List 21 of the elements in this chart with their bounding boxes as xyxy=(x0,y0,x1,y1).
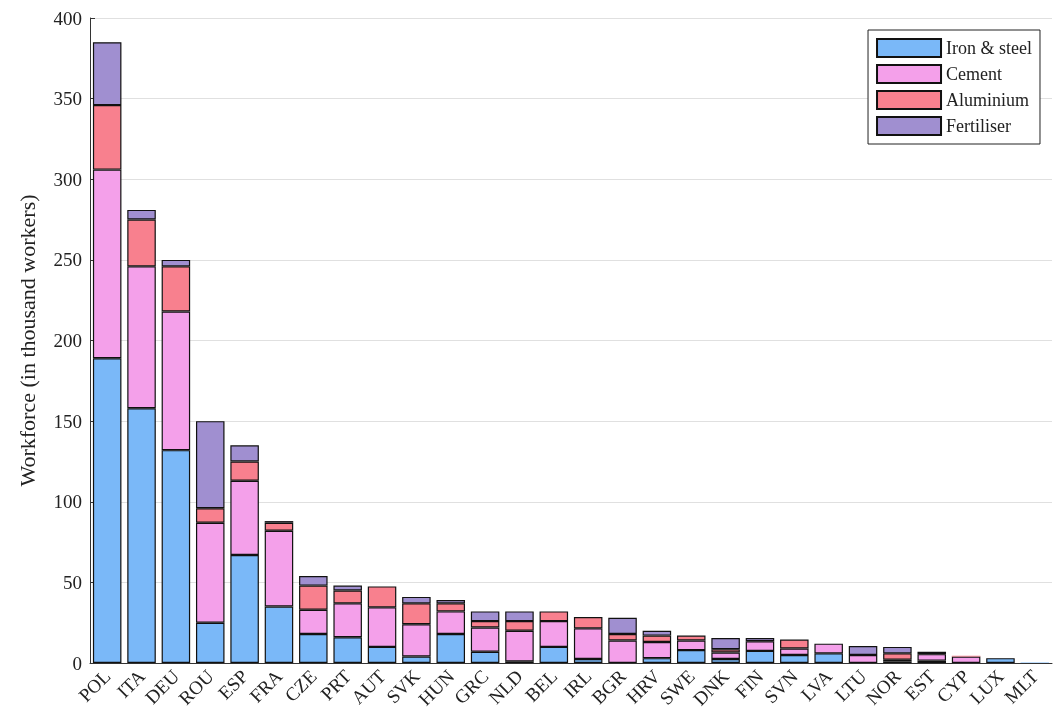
bar xyxy=(917,654,947,661)
legend-label: Iron & steel xyxy=(946,38,1033,58)
y-tick-label: 0 xyxy=(72,652,82,674)
y-tick-label: 100 xyxy=(53,491,82,513)
bar xyxy=(951,656,981,663)
legend-label: Cement xyxy=(946,64,1003,84)
bar xyxy=(986,658,1015,663)
y-tick-label: 50 xyxy=(63,571,82,593)
y-tick-label: 150 xyxy=(53,410,82,432)
x-tick-label: BEL xyxy=(521,665,562,706)
legend-label: Aluminium xyxy=(946,90,1030,110)
y-axis-title: Workforce (in thousand workers) xyxy=(14,194,40,487)
y-tick-label: 250 xyxy=(53,249,82,271)
y-tick-label: 400 xyxy=(53,7,82,29)
legend-label: Fertiliser xyxy=(946,116,1012,136)
bar xyxy=(711,638,740,650)
y-tick-label: 300 xyxy=(53,168,82,190)
x-tick-label: FRA xyxy=(245,665,287,707)
y-tick-label: 200 xyxy=(53,330,82,351)
y-tick-label: 350 xyxy=(53,88,82,110)
bar xyxy=(711,652,740,659)
